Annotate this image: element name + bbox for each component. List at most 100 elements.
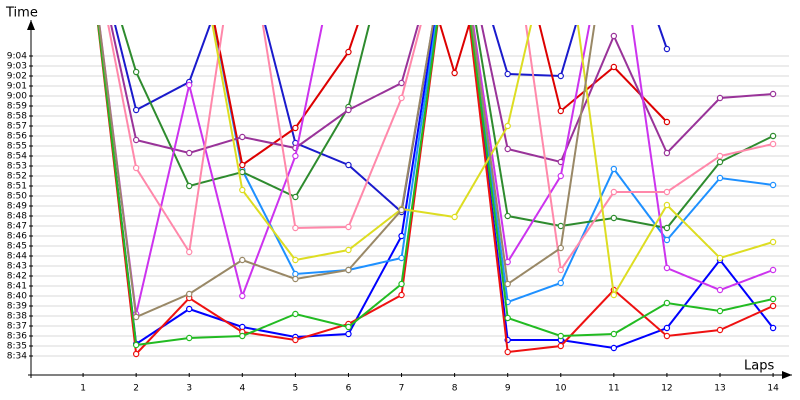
point — [186, 149, 193, 157]
y-axis-arrow — [27, 20, 35, 30]
series-line — [97, 25, 774, 347]
y-tick-label: 8:45 — [7, 242, 27, 252]
point — [292, 224, 299, 232]
point — [239, 161, 246, 169]
point — [663, 149, 671, 157]
point — [186, 305, 193, 313]
y-tick-label: 8:48 — [7, 212, 27, 222]
series-line — [107, 25, 774, 273]
point — [663, 332, 671, 340]
point — [345, 223, 352, 231]
point — [769, 132, 777, 140]
point — [292, 152, 299, 160]
point — [398, 254, 405, 262]
point — [132, 68, 140, 76]
point — [504, 348, 511, 356]
point — [557, 244, 564, 252]
x-axis-arrow — [782, 371, 792, 379]
y-tick-label: 8:44 — [7, 252, 27, 262]
x-tick-label: 8 — [452, 384, 458, 394]
point — [132, 164, 140, 172]
point — [610, 214, 618, 222]
series-line — [98, 25, 774, 315]
point — [345, 161, 352, 169]
point — [186, 81, 193, 89]
point — [504, 145, 511, 153]
point — [186, 182, 193, 190]
point — [663, 201, 671, 209]
grid — [32, 55, 789, 357]
point — [292, 256, 299, 264]
x-axis-label: Laps — [744, 359, 774, 374]
point — [610, 330, 618, 338]
point — [239, 332, 246, 340]
point — [769, 302, 777, 310]
y-tick-label: 8:38 — [7, 312, 27, 322]
point — [504, 70, 511, 78]
point — [769, 295, 777, 303]
point — [345, 330, 352, 338]
y-tick-label: 8:57 — [7, 122, 27, 132]
x-tick-label: 1 — [80, 384, 86, 394]
point — [557, 222, 564, 230]
y-tick-label: 8:53 — [7, 162, 27, 172]
point — [504, 212, 511, 220]
y-tick-label: 8:42 — [7, 272, 27, 282]
point — [398, 79, 405, 87]
point — [769, 90, 777, 98]
point — [398, 232, 405, 240]
point — [557, 172, 564, 180]
y-tick-label: 8:37 — [7, 322, 27, 332]
point — [239, 292, 246, 300]
point — [398, 94, 405, 102]
point — [610, 291, 618, 299]
point — [398, 280, 405, 288]
y-tick-label: 8:58 — [7, 112, 27, 122]
point — [663, 236, 671, 244]
point — [769, 324, 777, 332]
point — [132, 341, 140, 349]
point — [292, 124, 299, 132]
y-tick-label: 8:46 — [7, 232, 27, 242]
series-line — [110, 25, 774, 164]
point — [292, 275, 299, 283]
y-axis-label: Time — [5, 6, 38, 21]
y-tick-label: 8:41 — [7, 282, 27, 292]
point — [557, 266, 564, 274]
y-tick-label: 9:02 — [7, 72, 27, 82]
point — [663, 224, 671, 232]
y-tick-label: 9:04 — [7, 52, 27, 62]
x-tick-label: 3 — [186, 384, 192, 394]
y-tick-label: 8:55 — [7, 142, 27, 152]
point — [557, 107, 564, 115]
point — [557, 279, 564, 287]
point — [610, 165, 618, 173]
point — [398, 206, 405, 214]
series-line — [120, 25, 774, 230]
plot-area — [97, 25, 777, 358]
x-tick-label: 4 — [239, 384, 245, 394]
x-tick-label: 2 — [133, 384, 139, 394]
point — [132, 313, 140, 321]
point — [132, 106, 140, 114]
series-line — [211, 25, 774, 299]
y-tick-label: 8:54 — [7, 152, 27, 162]
point — [769, 140, 777, 148]
point — [557, 342, 564, 350]
point — [663, 264, 671, 272]
point — [345, 246, 352, 254]
point — [345, 323, 352, 331]
point — [504, 280, 511, 288]
point — [345, 48, 352, 56]
point — [716, 152, 724, 160]
y-tick-label: 9:03 — [7, 62, 27, 72]
point — [239, 186, 246, 194]
y-tick-label: 8:34 — [7, 352, 27, 362]
y-tick-label: 8:47 — [7, 222, 27, 232]
x-tick-label: 12 — [661, 384, 672, 394]
point — [186, 290, 193, 298]
point — [132, 350, 140, 358]
point — [398, 291, 405, 299]
series-line — [97, 25, 774, 350]
